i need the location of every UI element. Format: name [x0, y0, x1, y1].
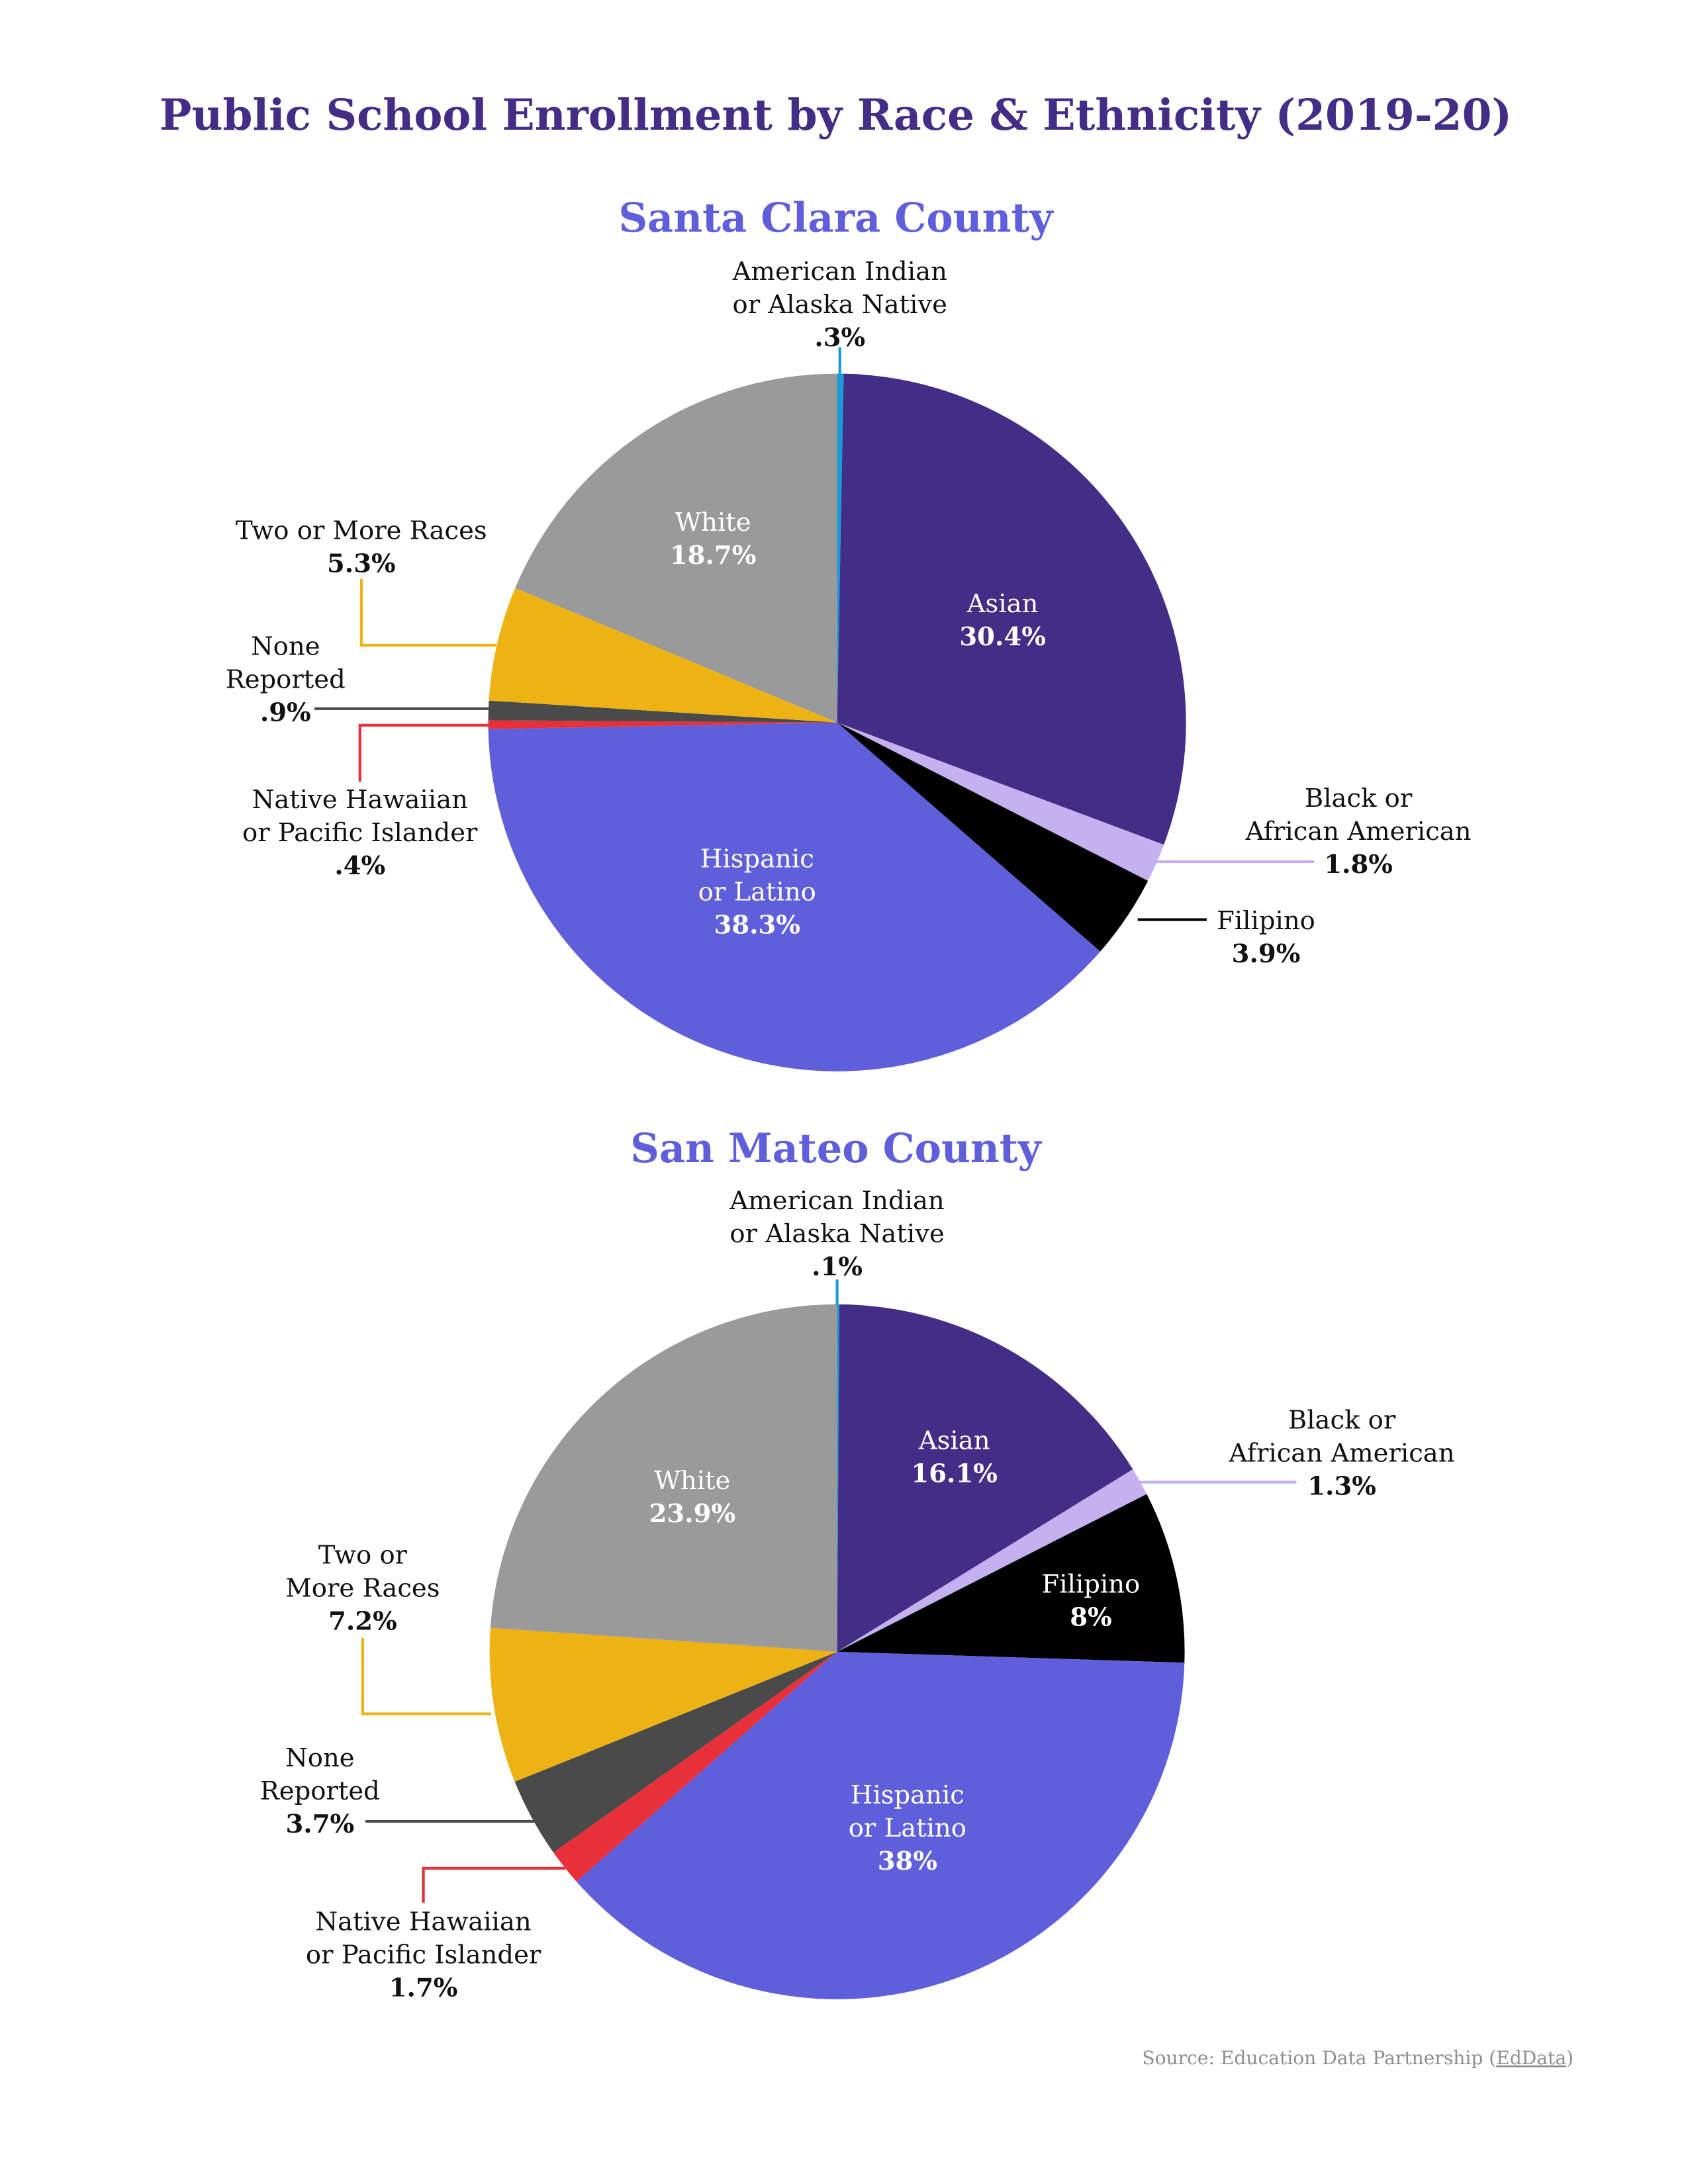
label-text: Native Hawaiian	[252, 785, 468, 815]
label-value: 3.7%	[286, 1809, 355, 1839]
data-label-native-hawaiian-or-pacific-islander: Native Hawaiian or Pacific Islander .4%	[242, 785, 478, 881]
pie-slice-two-or-more-races	[489, 1627, 837, 1782]
label-text: or Pacific Islander	[306, 1940, 541, 1970]
pie-slice-black-or-african-american	[837, 1469, 1147, 1652]
label-text: or Pacific Islander	[242, 818, 478, 848]
label-text: African American	[1245, 817, 1472, 846]
pie-slice-native-hawaiian-or-pacific-islander	[488, 720, 837, 729]
label-text: White	[675, 508, 751, 537]
label-text: Filipino	[1042, 1569, 1141, 1599]
label-text: or Latino	[849, 1813, 966, 1843]
leader-line-native-hawaiian-or-pacific-islander	[422, 1866, 566, 1903]
pie-slice-hispanic-or-latino	[576, 1651, 1185, 1999]
source-note: Source: Education Data Partnership (EdDa…	[1142, 2047, 1573, 2069]
label-value: 8%	[1070, 1602, 1111, 1632]
label-text: More Races	[285, 1574, 440, 1604]
pie-slice-filipino	[837, 1494, 1185, 1663]
label-value: 30.4%	[959, 622, 1045, 652]
label-value: 23.9%	[649, 1499, 735, 1529]
source-suffix: )	[1566, 2047, 1573, 2069]
label-text: Native Hawaiian	[315, 1907, 531, 1937]
label-text: Reported	[226, 665, 346, 695]
data-label-two-or-more-races: Two or More Races 7.2%	[285, 1541, 440, 1637]
pie-slice-native-hawaiian-or-pacific-islander	[553, 1651, 837, 1882]
label-value: 38.3%	[714, 910, 800, 940]
data-label-black-or-african-american: Black or African American 1.8%	[1245, 784, 1472, 880]
source-prefix: Source: Education Data Partnership (	[1142, 2047, 1496, 2069]
pie-slice-filipino	[837, 722, 1149, 952]
pie-slice-white	[490, 1304, 837, 1652]
pie-slice-white	[515, 373, 837, 723]
label-value: 5.3%	[327, 549, 396, 579]
label-text: Reported	[260, 1776, 380, 1806]
label-text: None	[251, 632, 320, 662]
label-text: American Indian	[729, 1186, 944, 1216]
pie-slice-asian	[837, 373, 1186, 845]
label-value: 1.3%	[1307, 1471, 1376, 1501]
label-text: Asian	[918, 1426, 990, 1456]
data-label-filipino: Filipino 8%	[1042, 1569, 1141, 1632]
label-text: Two or More Races	[236, 516, 487, 546]
data-label-asian: Asian 30.4%	[959, 589, 1045, 652]
label-text: Black or	[1305, 784, 1413, 813]
pie-slice-black-or-african-american	[837, 722, 1164, 881]
pie-slice-american-indian-or-alaska-native	[837, 373, 844, 723]
data-label-white: White 23.9%	[649, 1466, 735, 1529]
label-text: Hispanic	[851, 1780, 964, 1810]
data-label-hispanic-or-latino: Hispanic or Latino 38%	[849, 1780, 966, 1876]
data-label-hispanic-or-latino: Hispanic or Latino 38.3%	[698, 844, 816, 940]
label-text: or Latino	[698, 877, 816, 907]
label-text: Filipino	[1217, 906, 1315, 936]
label-text: None	[285, 1743, 355, 1773]
label-text: White	[654, 1466, 730, 1496]
label-value: .3%	[814, 323, 865, 353]
label-value: 7.2%	[328, 1607, 397, 1637]
data-label-two-or-more-races: Two or More Races 5.3%	[236, 516, 487, 579]
label-text: Asian	[966, 589, 1039, 619]
pie-slice-hispanic-or-latino	[488, 722, 1101, 1071]
pie-slice-none-reported	[488, 700, 837, 723]
data-label-american-indian-or-alaska-native: American Indian or Alaska Native .3%	[732, 257, 947, 353]
label-value: 3.9%	[1232, 939, 1301, 969]
label-text: Hispanic	[700, 844, 814, 874]
label-value: 38%	[878, 1846, 937, 1876]
label-value: .4%	[334, 851, 385, 881]
data-label-native-hawaiian-or-pacific-islander: Native Hawaiian or Pacific Islander 1.7%	[306, 1907, 541, 2003]
label-value: 1.8%	[1324, 850, 1393, 880]
pie-slice-none-reported	[514, 1651, 837, 1853]
data-label-american-indian-or-alaska-native: American Indian or Alaska Native .1%	[729, 1186, 944, 1282]
label-value: .1%	[812, 1252, 863, 1282]
data-label-none-reported: None Reported .9%	[226, 632, 346, 728]
label-value: 16.1%	[911, 1459, 997, 1489]
label-value: 18.7%	[670, 541, 756, 570]
data-label-black-or-african-american: Black or African American 1.3%	[1229, 1405, 1455, 1501]
source-link[interactable]: EdData	[1496, 2047, 1566, 2069]
label-text: African American	[1229, 1438, 1455, 1468]
pie-title-santa-clara: Santa Clara County	[618, 195, 1054, 242]
leader-line-two-or-more-races	[359, 579, 496, 647]
label-text: Black or	[1288, 1405, 1396, 1435]
data-label-none-reported: None Reported 3.7%	[260, 1743, 380, 1839]
label-value: 1.7%	[389, 1974, 458, 2003]
label-text: or Alaska Native	[729, 1219, 944, 1249]
pie-title-san-mateo: San Mateo County	[630, 1125, 1042, 1172]
data-label-white: White 18.7%	[670, 508, 756, 570]
pie-slice-two-or-more-races	[489, 588, 837, 723]
label-value: .9%	[260, 698, 311, 728]
data-label-filipino: Filipino 3.9%	[1217, 906, 1315, 969]
label-text: or Alaska Native	[733, 290, 947, 320]
label-text: American Indian	[732, 257, 947, 287]
data-label-asian: Asian 16.1%	[911, 1426, 997, 1489]
pie-slice-asian	[837, 1304, 1133, 1652]
leader-line-two-or-more-races	[361, 1638, 491, 1715]
leader-line-native-hawaiian-or-pacific-islander	[358, 723, 490, 782]
chart-title: Public School Enrollment by Race & Ethni…	[160, 90, 1512, 140]
label-text: Two or	[318, 1541, 408, 1570]
pie-slice-american-indian-or-alaska-native	[837, 1304, 839, 1652]
